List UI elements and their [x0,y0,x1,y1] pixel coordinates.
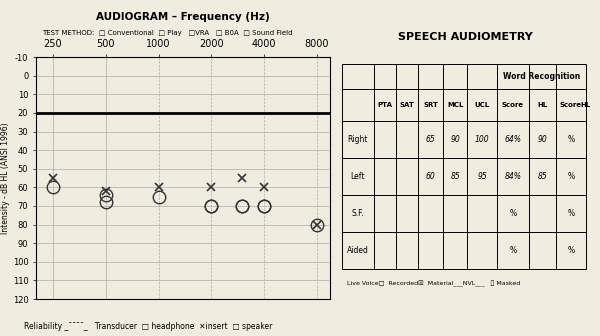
Text: Live Voice□  Recorded☒  Material___NVL___   ⓜ Masked: Live Voice□ Recorded☒ Material___NVL___ … [347,281,520,287]
Text: 85: 85 [450,172,460,181]
Y-axis label: Intensity - dB HL (ANSI 1996): Intensity - dB HL (ANSI 1996) [1,122,10,234]
Text: 60: 60 [425,172,436,181]
Text: SPEECH AUDIOMETRY: SPEECH AUDIOMETRY [398,32,532,42]
Text: 85: 85 [538,172,547,181]
Text: MCL: MCL [447,102,463,108]
Text: Right: Right [348,135,368,144]
Text: Aided: Aided [347,246,369,255]
Text: 95: 95 [478,172,487,181]
Text: %: % [567,246,574,255]
Text: SAT: SAT [400,102,415,108]
Text: 65: 65 [425,135,436,144]
Text: Left: Left [351,172,365,181]
Text: 84%: 84% [505,172,521,181]
Text: %: % [567,172,574,181]
Text: HL: HL [538,102,548,108]
Text: UCL: UCL [475,102,490,108]
Text: Score: Score [502,102,524,108]
Text: SRT: SRT [423,102,438,108]
Text: Word Recognition: Word Recognition [503,72,580,81]
Text: 90: 90 [450,135,460,144]
Text: 100: 100 [475,135,490,144]
Text: 64%: 64% [505,135,521,144]
Bar [342,64,586,269]
Text: S.F.: S.F. [352,209,364,218]
Text: %: % [567,135,574,144]
Text: Reliability _¯¯¯¯_   Transducer  □ headphone  ✕insert  □ speaker: Reliability _¯¯¯¯_ Transducer □ headphon… [24,322,272,331]
Title: AUDIOGRAM – Frequency (Hz): AUDIOGRAM – Frequency (Hz) [96,12,270,22]
Text: Score: Score [560,102,582,108]
Text: PTA: PTA [377,102,392,108]
Text: TEST METHOD:  □ Conventional  □ Play   □VRA   □ B0A  □ Sound Field: TEST METHOD: □ Conventional □ Play □VRA … [42,30,293,36]
Text: %: % [509,209,517,218]
Text: HL: HL [580,102,590,108]
Text: %: % [567,209,574,218]
Text: %: % [509,246,517,255]
Text: 90: 90 [538,135,547,144]
